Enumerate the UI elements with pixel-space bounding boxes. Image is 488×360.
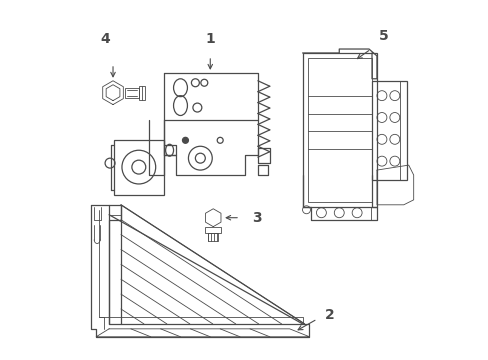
Bar [114, 140, 163, 195]
Bar [307, 58, 371, 202]
Bar [139, 86, 144, 100]
Bar [371, 81, 399, 180]
Text: 2: 2 [324, 308, 333, 322]
Circle shape [182, 137, 188, 143]
Bar [371, 81, 406, 180]
Text: 3: 3 [251, 211, 261, 225]
Bar [302, 53, 376, 207]
Bar [124, 88, 139, 98]
Text: 5: 5 [378, 29, 388, 43]
Bar [208, 233, 218, 240]
Bar [205, 227, 221, 233]
Text: 1: 1 [205, 32, 215, 46]
Text: 4: 4 [100, 32, 110, 46]
